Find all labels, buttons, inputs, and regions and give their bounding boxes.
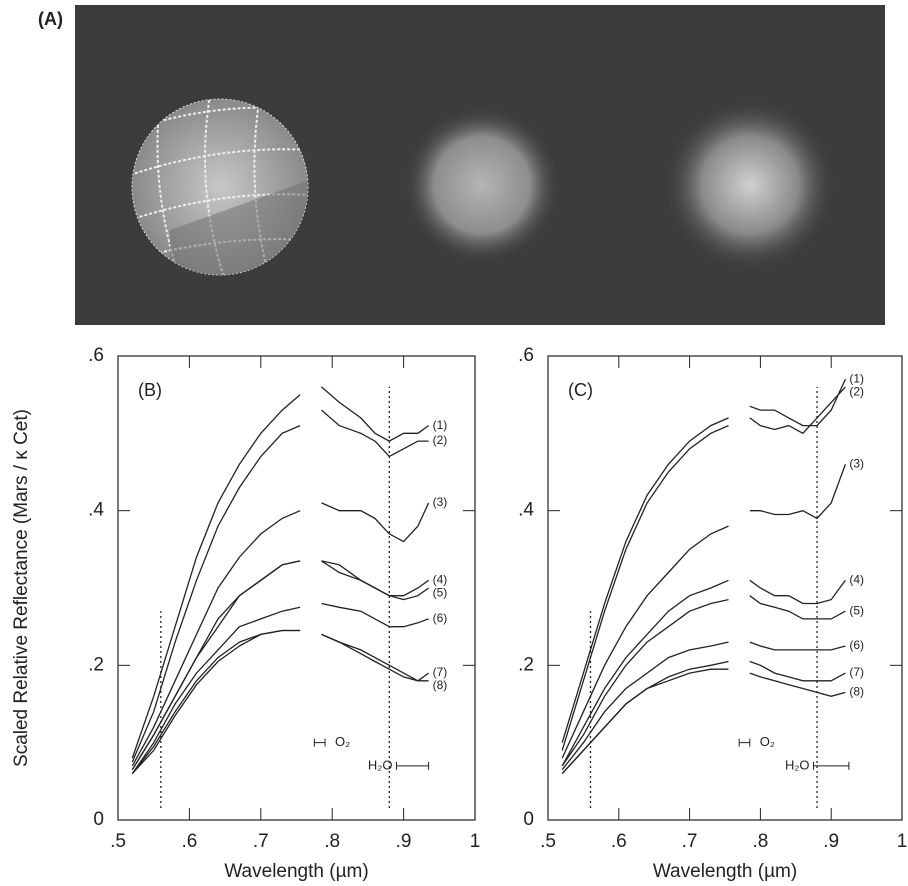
x-tick-label: .8 — [324, 831, 340, 852]
series-label: (1) — [849, 371, 864, 385]
band-bar — [738, 738, 751, 747]
y-tick-label: .2 — [518, 654, 534, 675]
spectrum-line — [561, 579, 846, 767]
y-tick-label: .6 — [88, 345, 104, 366]
x-tick-label: .6 — [611, 831, 627, 852]
series-label: (5) — [433, 585, 448, 599]
spectrum-line — [561, 378, 846, 743]
spectrum-line — [561, 641, 846, 771]
series-label: (8) — [433, 678, 448, 692]
band-label: H₂O — [785, 757, 810, 772]
spectrum-line — [131, 629, 429, 775]
series-label: (3) — [433, 495, 448, 509]
spectrum-line — [131, 560, 429, 771]
band-bar — [395, 761, 430, 770]
x-tick-label: .9 — [396, 831, 412, 852]
x-tick-label: .5 — [110, 831, 126, 852]
x-tick-label: .7 — [682, 831, 698, 852]
y-tick-label: .4 — [88, 500, 104, 521]
spectrum-line — [561, 386, 846, 751]
x-tick-label: .7 — [253, 831, 269, 852]
series-label: (4) — [849, 572, 864, 586]
plot-frame — [547, 355, 903, 821]
band-label: H₂O — [368, 757, 393, 772]
spectrum-line — [131, 602, 429, 774]
spectrum-line — [561, 464, 847, 759]
band-bar — [313, 738, 326, 747]
y-tick-label: .4 — [518, 500, 534, 521]
band-bar — [813, 761, 850, 770]
series-label: (1) — [433, 418, 448, 432]
band-label: O₂ — [335, 734, 350, 749]
x-tick-label: .5 — [540, 831, 556, 852]
spectrum-line — [131, 409, 429, 763]
x-tick-label: .9 — [823, 831, 839, 852]
panel-label: (C) — [568, 380, 593, 400]
series-label: (8) — [849, 685, 864, 699]
series-label: (5) — [849, 603, 864, 617]
series-label: (6) — [849, 638, 864, 652]
panel-label: (A) — [38, 9, 63, 29]
y-tick-label: .2 — [88, 654, 104, 675]
x-axis-label: Wavelength (µm) — [224, 861, 368, 882]
panel-a-image — [75, 5, 885, 325]
series-label: (2) — [433, 433, 448, 447]
series-label: (4) — [433, 572, 448, 586]
y-tick-label: 0 — [523, 809, 534, 830]
spectrum-line — [131, 386, 429, 759]
y-tick-label: 0 — [93, 809, 104, 830]
x-axis-label: Wavelength (µm) — [653, 861, 797, 882]
spectrum-line — [561, 595, 846, 767]
x-tick-label: .8 — [752, 831, 768, 852]
panel-label: (B) — [138, 380, 162, 400]
x-tick-label: .6 — [181, 831, 197, 852]
spectrum-line — [561, 668, 846, 775]
series-label: (3) — [849, 456, 864, 470]
x-tick-label: 1 — [470, 831, 481, 852]
series-label: (6) — [433, 611, 448, 625]
series-label: (2) — [849, 384, 864, 398]
y-axis-label: Scaled Relative Reflectance (Mars / κ Ce… — [11, 409, 32, 767]
series-label: (7) — [849, 665, 864, 679]
x-tick-label: 1 — [897, 831, 908, 852]
plot-frame — [117, 355, 476, 821]
spectrum-line — [131, 502, 430, 767]
y-tick-label: .6 — [518, 345, 534, 366]
series-label: (7) — [433, 665, 448, 679]
band-label: O₂ — [760, 734, 775, 749]
